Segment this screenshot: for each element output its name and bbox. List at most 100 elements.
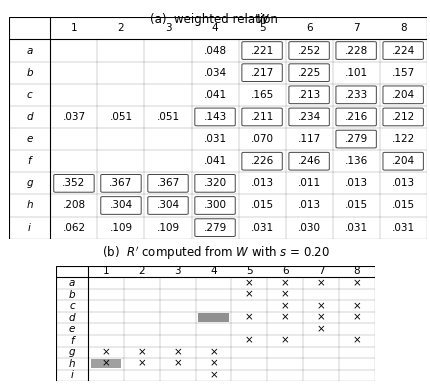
Text: ×: × — [137, 347, 146, 357]
Text: .143: .143 — [203, 112, 226, 122]
Text: 6: 6 — [305, 23, 312, 33]
Text: f: f — [70, 336, 74, 346]
Text: 7: 7 — [317, 266, 324, 276]
Text: .109: .109 — [156, 223, 179, 233]
Text: ×: × — [244, 290, 253, 300]
Text: 2: 2 — [138, 266, 145, 276]
Text: .234: .234 — [297, 112, 320, 122]
FancyBboxPatch shape — [194, 108, 235, 126]
Text: .252: .252 — [297, 45, 320, 55]
Text: .041: .041 — [203, 156, 226, 166]
Text: 4: 4 — [210, 266, 216, 276]
Text: e: e — [26, 134, 33, 144]
Text: ×: × — [280, 336, 289, 346]
Text: .117: .117 — [297, 134, 320, 144]
Text: .304: .304 — [109, 201, 132, 211]
Text: .352: .352 — [62, 178, 86, 188]
Text: 4: 4 — [211, 23, 218, 33]
Text: i: i — [71, 370, 73, 380]
Text: g: g — [68, 347, 75, 357]
Text: e: e — [69, 324, 75, 334]
Text: b: b — [68, 290, 75, 300]
Text: .228: .228 — [344, 45, 367, 55]
Text: h: h — [26, 201, 33, 211]
Text: .367: .367 — [109, 178, 132, 188]
Text: b: b — [26, 68, 33, 78]
Text: ×: × — [352, 313, 361, 323]
Text: ×: × — [209, 359, 218, 369]
Text: ×: × — [173, 347, 181, 357]
Text: (a)  weighted relation: (a) weighted relation — [149, 13, 281, 27]
Text: .015: .015 — [344, 201, 367, 211]
Text: .136: .136 — [344, 156, 367, 166]
Text: ×: × — [173, 359, 181, 369]
Text: .246: .246 — [297, 156, 320, 166]
Text: .051: .051 — [156, 112, 179, 122]
Text: ×: × — [316, 278, 325, 288]
FancyBboxPatch shape — [241, 42, 282, 59]
Bar — [90, 360, 121, 368]
Text: ×: × — [316, 324, 325, 334]
Text: .279: .279 — [203, 223, 226, 233]
FancyBboxPatch shape — [288, 86, 329, 104]
Text: ×: × — [137, 359, 146, 369]
Text: ×: × — [101, 359, 110, 369]
Text: d: d — [68, 313, 75, 323]
Text: 5: 5 — [258, 23, 265, 33]
FancyBboxPatch shape — [288, 108, 329, 126]
FancyBboxPatch shape — [382, 86, 422, 104]
FancyBboxPatch shape — [335, 108, 375, 126]
Text: .157: .157 — [390, 68, 414, 78]
Text: .304: .304 — [156, 201, 179, 211]
FancyBboxPatch shape — [147, 174, 188, 192]
Text: .031: .031 — [250, 223, 273, 233]
Text: .216: .216 — [344, 112, 367, 122]
Text: .013: .013 — [250, 178, 273, 188]
Text: 5: 5 — [246, 266, 252, 276]
Text: .225: .225 — [297, 68, 320, 78]
FancyBboxPatch shape — [194, 197, 235, 214]
Text: .031: .031 — [203, 134, 226, 144]
Text: ×: × — [244, 313, 253, 323]
Text: a: a — [26, 45, 33, 55]
Text: 8: 8 — [353, 266, 359, 276]
Text: .048: .048 — [203, 45, 226, 55]
Text: ×: × — [280, 301, 289, 311]
FancyBboxPatch shape — [101, 174, 141, 192]
Text: 8: 8 — [399, 23, 405, 33]
Text: .221: .221 — [250, 45, 273, 55]
FancyBboxPatch shape — [241, 108, 282, 126]
Text: .011: .011 — [297, 178, 320, 188]
FancyBboxPatch shape — [288, 42, 329, 59]
Text: .041: .041 — [203, 90, 226, 100]
Text: f: f — [28, 156, 31, 166]
FancyBboxPatch shape — [288, 152, 329, 170]
Text: .037: .037 — [62, 112, 85, 122]
Text: i: i — [28, 223, 31, 233]
Text: .367: .367 — [156, 178, 179, 188]
Text: 1: 1 — [102, 266, 109, 276]
Text: .213: .213 — [297, 90, 320, 100]
Text: 1: 1 — [71, 23, 77, 33]
Text: .013: .013 — [344, 178, 367, 188]
Text: .034: .034 — [203, 68, 226, 78]
Text: 7: 7 — [352, 23, 359, 33]
Text: ×: × — [352, 278, 361, 288]
Text: g: g — [26, 178, 33, 188]
Text: .204: .204 — [391, 156, 414, 166]
Text: ×: × — [209, 347, 218, 357]
FancyBboxPatch shape — [194, 219, 235, 236]
Text: d: d — [26, 112, 33, 122]
Text: ×: × — [316, 301, 325, 311]
Text: 2: 2 — [117, 23, 124, 33]
Text: ×: × — [244, 278, 253, 288]
Text: .031: .031 — [344, 223, 367, 233]
Text: .109: .109 — [109, 223, 132, 233]
Text: ×: × — [280, 278, 289, 288]
Text: a: a — [69, 278, 75, 288]
Text: ×: × — [209, 370, 218, 380]
FancyBboxPatch shape — [382, 42, 422, 59]
FancyBboxPatch shape — [335, 42, 375, 59]
Text: ×: × — [280, 290, 289, 300]
Text: .122: .122 — [390, 134, 414, 144]
